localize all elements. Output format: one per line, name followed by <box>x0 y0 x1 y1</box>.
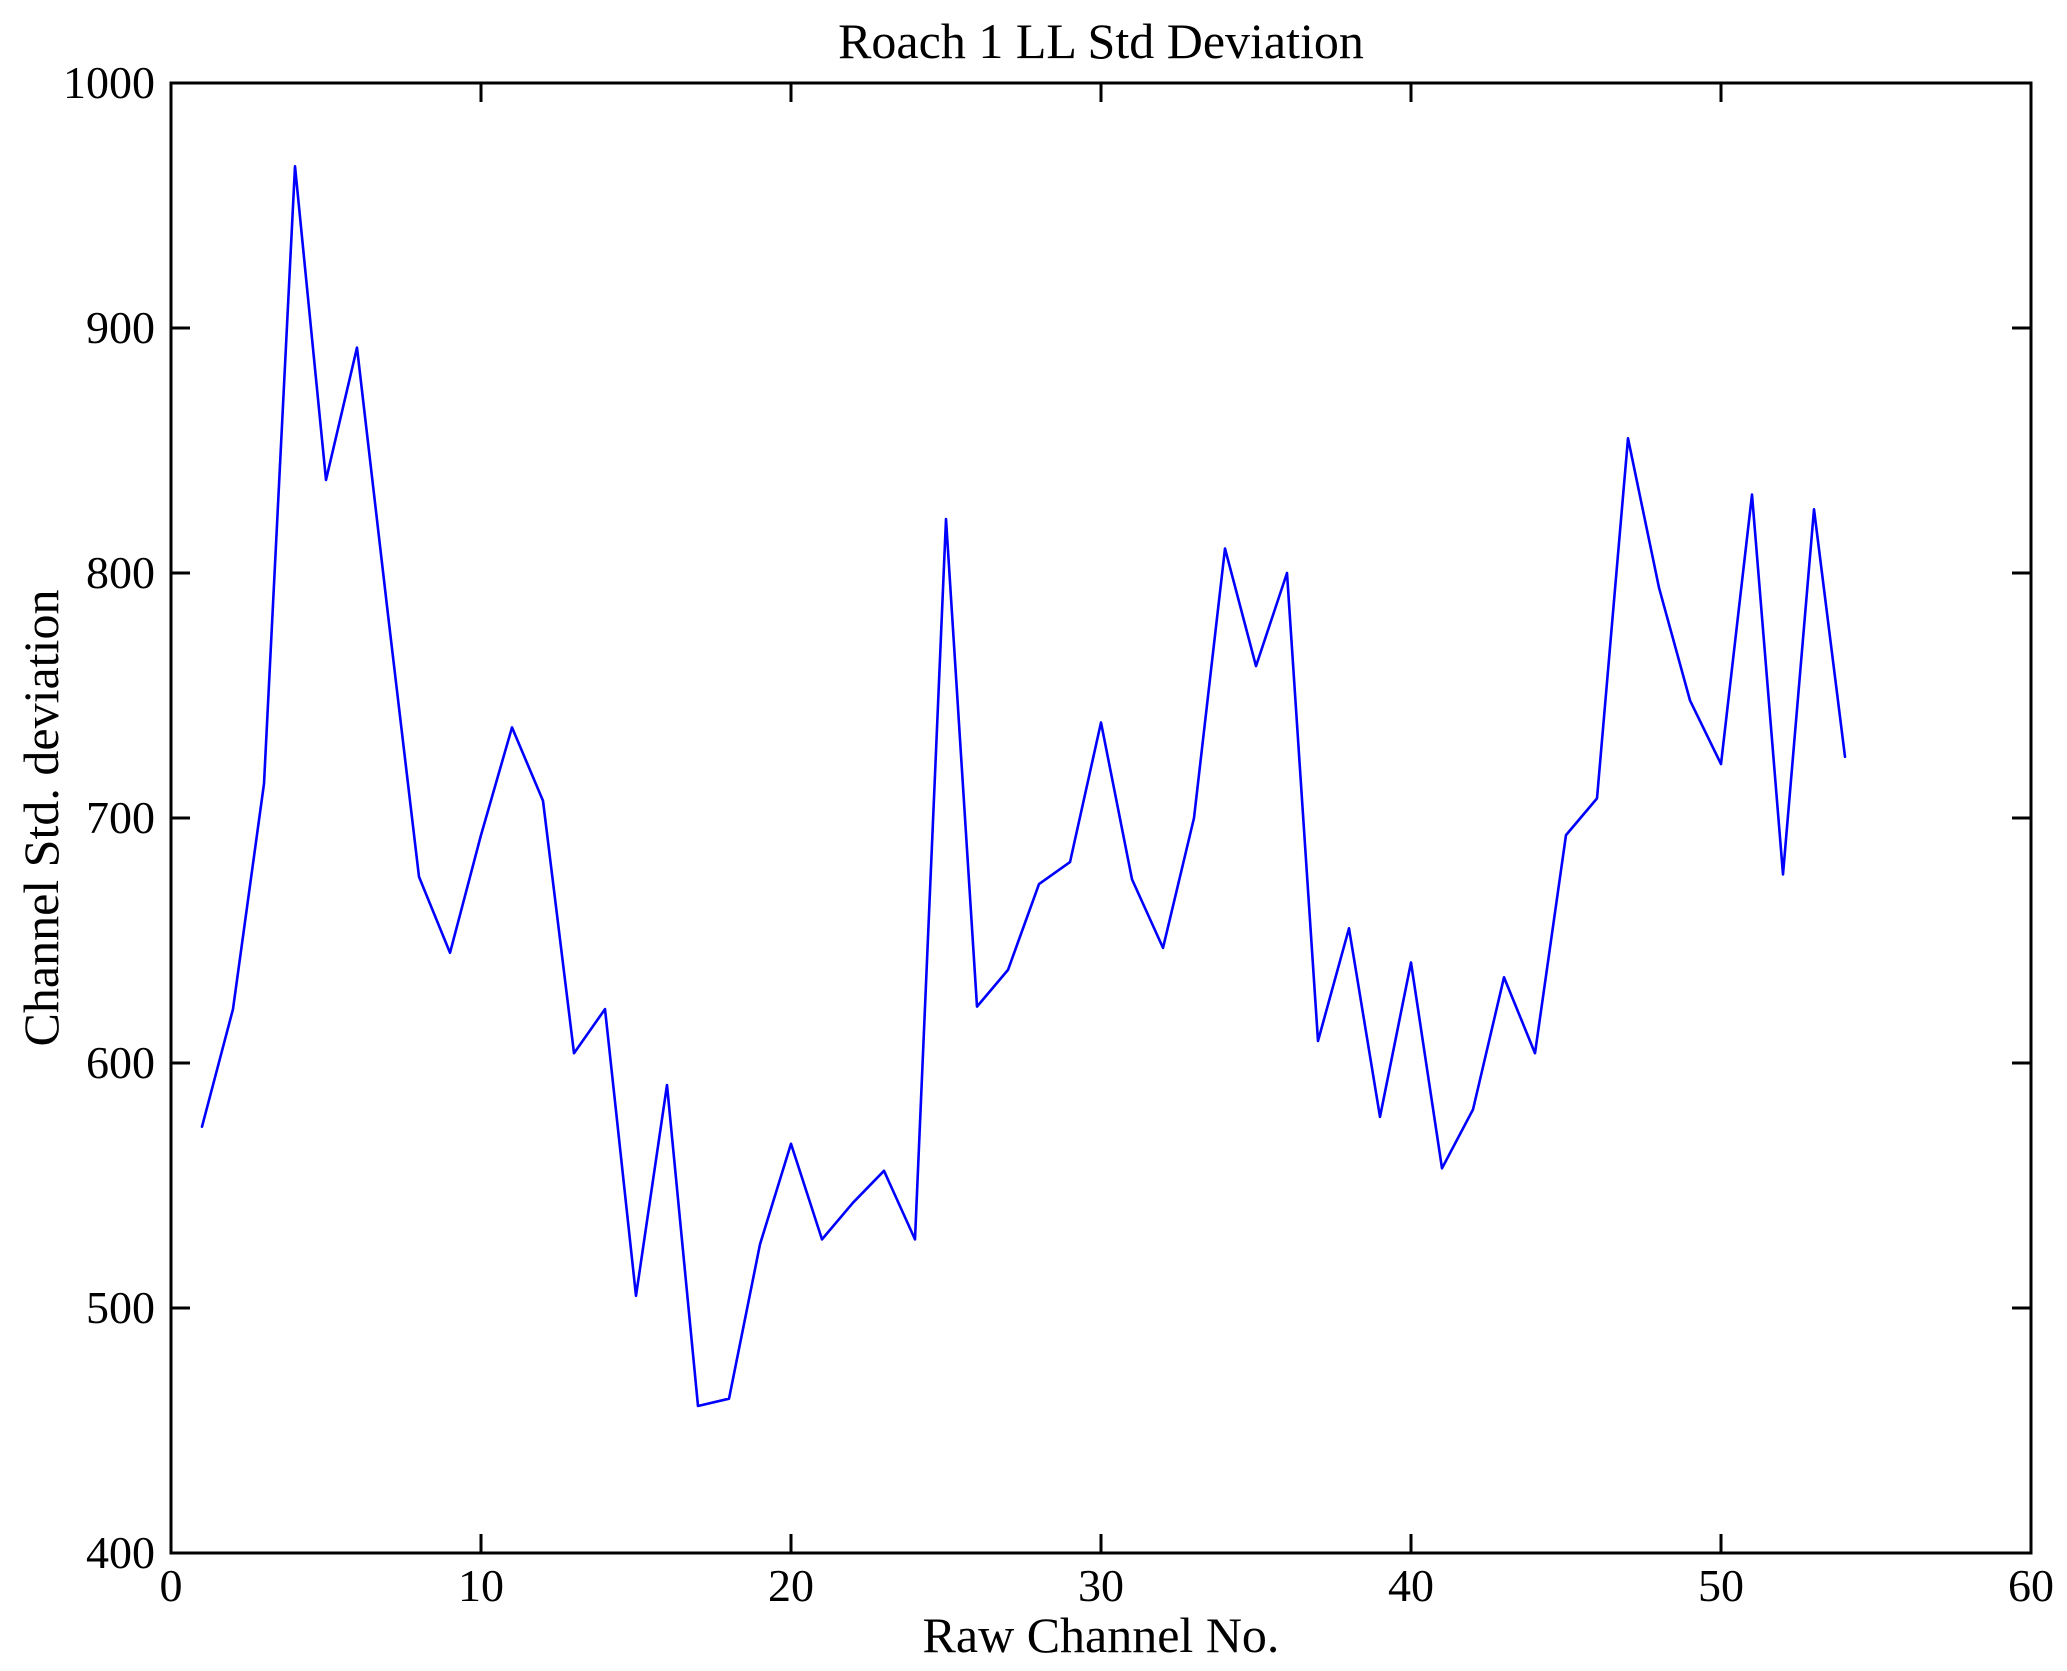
chart-title: Roach 1 LL Std Deviation <box>838 13 1364 69</box>
y-tick-label: 1000 <box>63 57 155 108</box>
y-tick-label: 500 <box>86 1282 155 1333</box>
y-axis-label-text: Channel Std. deviation <box>13 589 69 1047</box>
y-tick-label: 900 <box>86 302 155 353</box>
data-line <box>200 165 1847 1408</box>
x-tick-label: 10 <box>458 1560 504 1611</box>
x-tick-label: 30 <box>1078 1560 1124 1611</box>
x-tick-label: 40 <box>1388 1560 1434 1611</box>
y-tick-label: 800 <box>86 547 155 598</box>
y-tick-label: 700 <box>86 792 155 843</box>
x-tick-label: 0 <box>160 1560 183 1611</box>
x-tick-label: 50 <box>1698 1560 1744 1611</box>
y-tick-label: 400 <box>86 1527 155 1578</box>
y-tick-label: 600 <box>86 1037 155 1088</box>
x-tick-label: 60 <box>2008 1560 2054 1611</box>
x-axis-label: Raw Channel No. <box>922 1607 1280 1663</box>
axes-frame <box>169 81 2033 1555</box>
x-tick-label: 20 <box>768 1560 814 1611</box>
